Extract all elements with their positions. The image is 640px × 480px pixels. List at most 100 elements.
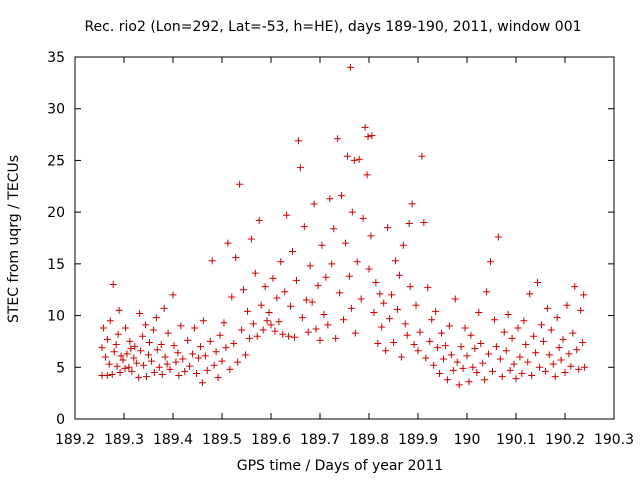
data-point [378,323,386,331]
data-point [158,371,166,379]
data-point [126,337,134,345]
data-point [526,290,534,298]
data-point [490,316,498,324]
data-point [247,235,255,243]
data-point [502,347,510,355]
data-point [292,276,300,284]
y-tick-label: 15 [47,257,65,273]
data-point [447,351,455,359]
data-point [306,262,314,270]
data-point [390,338,397,346]
data-point [498,373,506,381]
data-point [559,335,567,343]
data-point [281,288,289,296]
y-tick-label: 10 [47,309,65,325]
data-point [436,369,444,377]
data-point [302,296,310,304]
data-point [506,366,514,374]
data-point [461,324,469,332]
data-point [430,361,438,369]
data-point [160,304,168,312]
x-tick-label: 189.5 [202,432,242,448]
data-point [273,294,281,302]
data-point [445,322,453,330]
x-tick-label: 190 [454,432,481,448]
data-point [424,284,432,292]
data-point [285,332,293,340]
data-point [573,346,581,354]
data-point [261,283,269,291]
data-point [463,352,471,360]
data-point [384,224,392,232]
data-point [330,225,338,233]
data-point [316,336,324,344]
data-point [186,362,194,370]
data-point [510,360,518,368]
data-point [555,344,563,352]
data-point [150,368,158,376]
data-point [283,211,291,219]
data-point [277,258,285,266]
data-point [224,239,232,247]
data-point [500,328,508,336]
data-point [137,347,145,355]
data-point [512,375,520,383]
data-point [522,341,530,349]
data-point [238,326,246,334]
x-tick-label: 189.8 [349,432,389,448]
data-point [485,350,493,358]
data-point [189,350,197,358]
data-point [580,291,588,299]
data-point [391,257,399,265]
data-point [479,359,487,367]
data-point [210,361,218,369]
data-point [338,192,346,200]
data-point [275,318,283,326]
data-point [234,358,242,366]
data-point [328,260,336,268]
data-point [549,360,557,368]
data-point [172,358,180,366]
data-point [547,326,555,334]
data-point [106,317,114,325]
data-point [199,317,207,325]
data-point [579,338,587,346]
data-point [416,328,424,336]
data-point [471,345,479,353]
data-point [123,350,131,358]
x-tick-label: 189.9 [398,432,438,448]
data-point [125,363,133,371]
data-point [267,321,275,329]
data-point [212,348,220,356]
data-point [145,351,152,359]
data-point [473,368,481,376]
x-tick-label: 189.3 [104,432,144,448]
data-point [575,365,583,373]
data-point [364,133,372,141]
data-point [565,350,573,358]
data-point [245,334,253,342]
data-point [561,368,569,376]
x-tick-label: 189.6 [251,432,291,448]
data-point [518,369,526,377]
data-point [534,278,542,286]
data-point [287,302,295,310]
data-point [528,372,536,380]
data-point [269,274,277,282]
x-tick-label: 190.2 [545,432,585,448]
data-point [347,304,355,312]
data-point [130,354,138,362]
data-point [155,363,163,371]
data-point [532,349,540,357]
data-point [426,337,434,345]
data-point [226,365,234,373]
data-point [355,155,363,163]
data-point [263,317,271,325]
data-point [153,346,161,354]
data-point [214,374,222,382]
x-tick-label: 189.2 [55,432,95,448]
data-point [177,322,185,330]
data-point [98,344,106,352]
y-tick-label: 20 [47,205,65,221]
data-point [551,373,559,381]
